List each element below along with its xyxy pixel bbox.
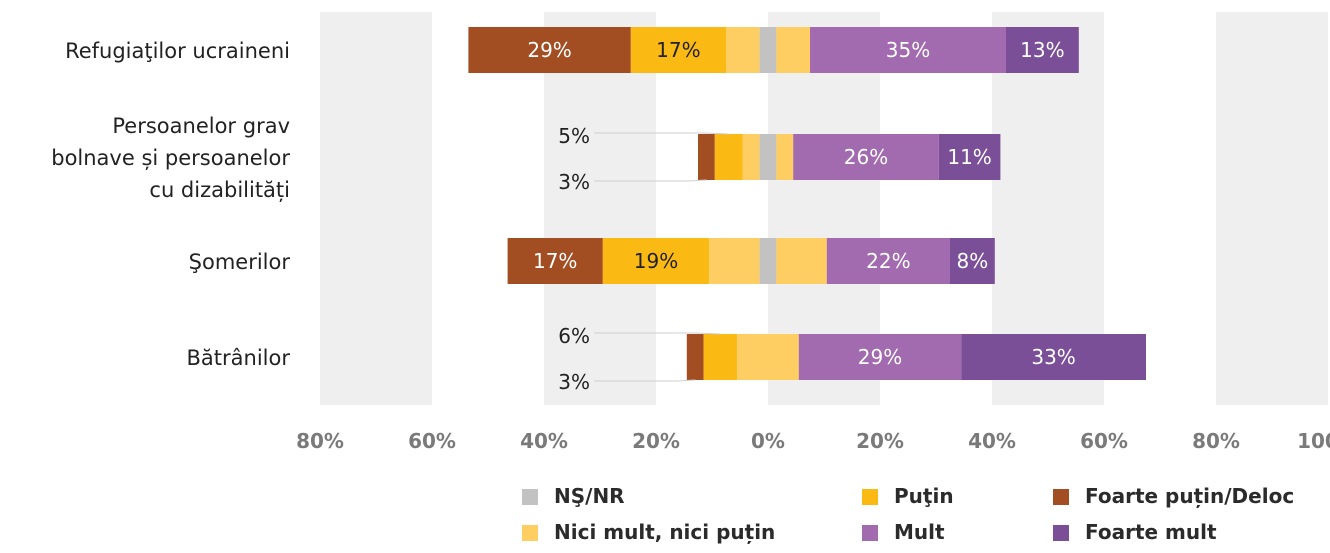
bar-segment: [703, 334, 738, 380]
callout-label: 3%: [558, 370, 590, 394]
legend-swatch: [522, 489, 538, 505]
category-label: Şomerilor: [189, 250, 291, 274]
bar-segment: [798, 334, 962, 380]
callout-label: 3%: [558, 170, 590, 194]
legend-label: Foarte mult: [1085, 520, 1217, 544]
callout-leader: [594, 132, 729, 135]
bar-segment: [468, 27, 631, 73]
x-tick-label: 100%: [1297, 429, 1330, 453]
grid-band: [320, 12, 432, 405]
legend-label: Mult: [894, 520, 945, 544]
data-label: 8%: [957, 249, 989, 273]
bar-segment: [737, 334, 768, 380]
category-label: Bătrânilor: [187, 346, 291, 370]
category-label: Refugiaţilor ucraineni: [65, 39, 290, 63]
bar-segment: [726, 27, 760, 73]
callout-leader: [594, 179, 707, 182]
bar-segment: [826, 238, 950, 284]
data-label: 35%: [886, 38, 930, 62]
x-tick-label: 60%: [408, 429, 456, 453]
x-tick-label: 0%: [751, 429, 785, 453]
bar-segment: [759, 238, 768, 284]
bar-segment: [768, 134, 777, 180]
x-tick-label: 80%: [1192, 429, 1240, 453]
x-tick-label: 40%: [968, 429, 1016, 453]
data-label: 13%: [1020, 38, 1064, 62]
x-tick-label: 60%: [1080, 429, 1128, 453]
bar-segment: [686, 334, 704, 380]
category-label: Persoanelor grav: [112, 114, 290, 138]
category-label: bolnave și persoanelor: [51, 146, 290, 170]
legend-swatch: [862, 525, 878, 541]
callout-leader: [594, 332, 721, 335]
bar-segment: [759, 27, 768, 73]
callout-label: 6%: [558, 324, 590, 348]
legend-swatch: [862, 489, 878, 505]
legend-swatch: [522, 525, 538, 541]
data-label: 33%: [1031, 345, 1075, 369]
bar-segment: [768, 334, 799, 380]
data-label: 17%: [656, 38, 700, 62]
bar-segment: [950, 238, 995, 284]
grid-band: [544, 12, 656, 405]
data-label: 19%: [634, 249, 678, 273]
bar-segment: [602, 238, 710, 284]
bar-segment: [776, 134, 794, 180]
bar-segment: [630, 27, 726, 73]
bar-segment: [507, 238, 603, 284]
bar-segment: [759, 134, 768, 180]
legend-label: Nici mult, nici puțin: [554, 520, 775, 544]
legend-swatch: [1053, 489, 1069, 505]
grid-band: [1216, 12, 1328, 405]
category-label: cu dizabilități: [149, 178, 290, 202]
bar-segment: [961, 334, 1146, 380]
data-label: 11%: [947, 145, 991, 169]
bar-segment: [1006, 27, 1079, 73]
bar-segment: [698, 134, 715, 180]
data-label: 29%: [858, 345, 902, 369]
x-tick-label: 20%: [856, 429, 904, 453]
callout-label: 5%: [558, 124, 590, 148]
bar-segment: [938, 134, 1001, 180]
x-tick-label: 80%: [296, 429, 344, 453]
legend-label: Puţin: [894, 484, 954, 508]
x-tick-label: 40%: [520, 429, 568, 453]
data-label: 22%: [866, 249, 910, 273]
bar-segment: [742, 134, 760, 180]
x-tick-label: 20%: [632, 429, 680, 453]
bar-segment: [709, 238, 760, 284]
bar-segment: [768, 27, 777, 73]
data-label: 29%: [527, 38, 571, 62]
legend-label: NŞ/NR: [554, 484, 625, 508]
bar-segment: [714, 134, 743, 180]
callout-leader: [594, 379, 696, 382]
legend-swatch: [1053, 525, 1069, 541]
bar-segment: [793, 134, 939, 180]
data-label: 17%: [533, 249, 577, 273]
data-label: 26%: [844, 145, 888, 169]
bar-segment: [776, 27, 810, 73]
bar-segment: [810, 27, 1006, 73]
bar-segment: [776, 238, 827, 284]
legend-label: Foarte puțin/Deloc: [1085, 484, 1294, 508]
bar-segment: [768, 238, 777, 284]
